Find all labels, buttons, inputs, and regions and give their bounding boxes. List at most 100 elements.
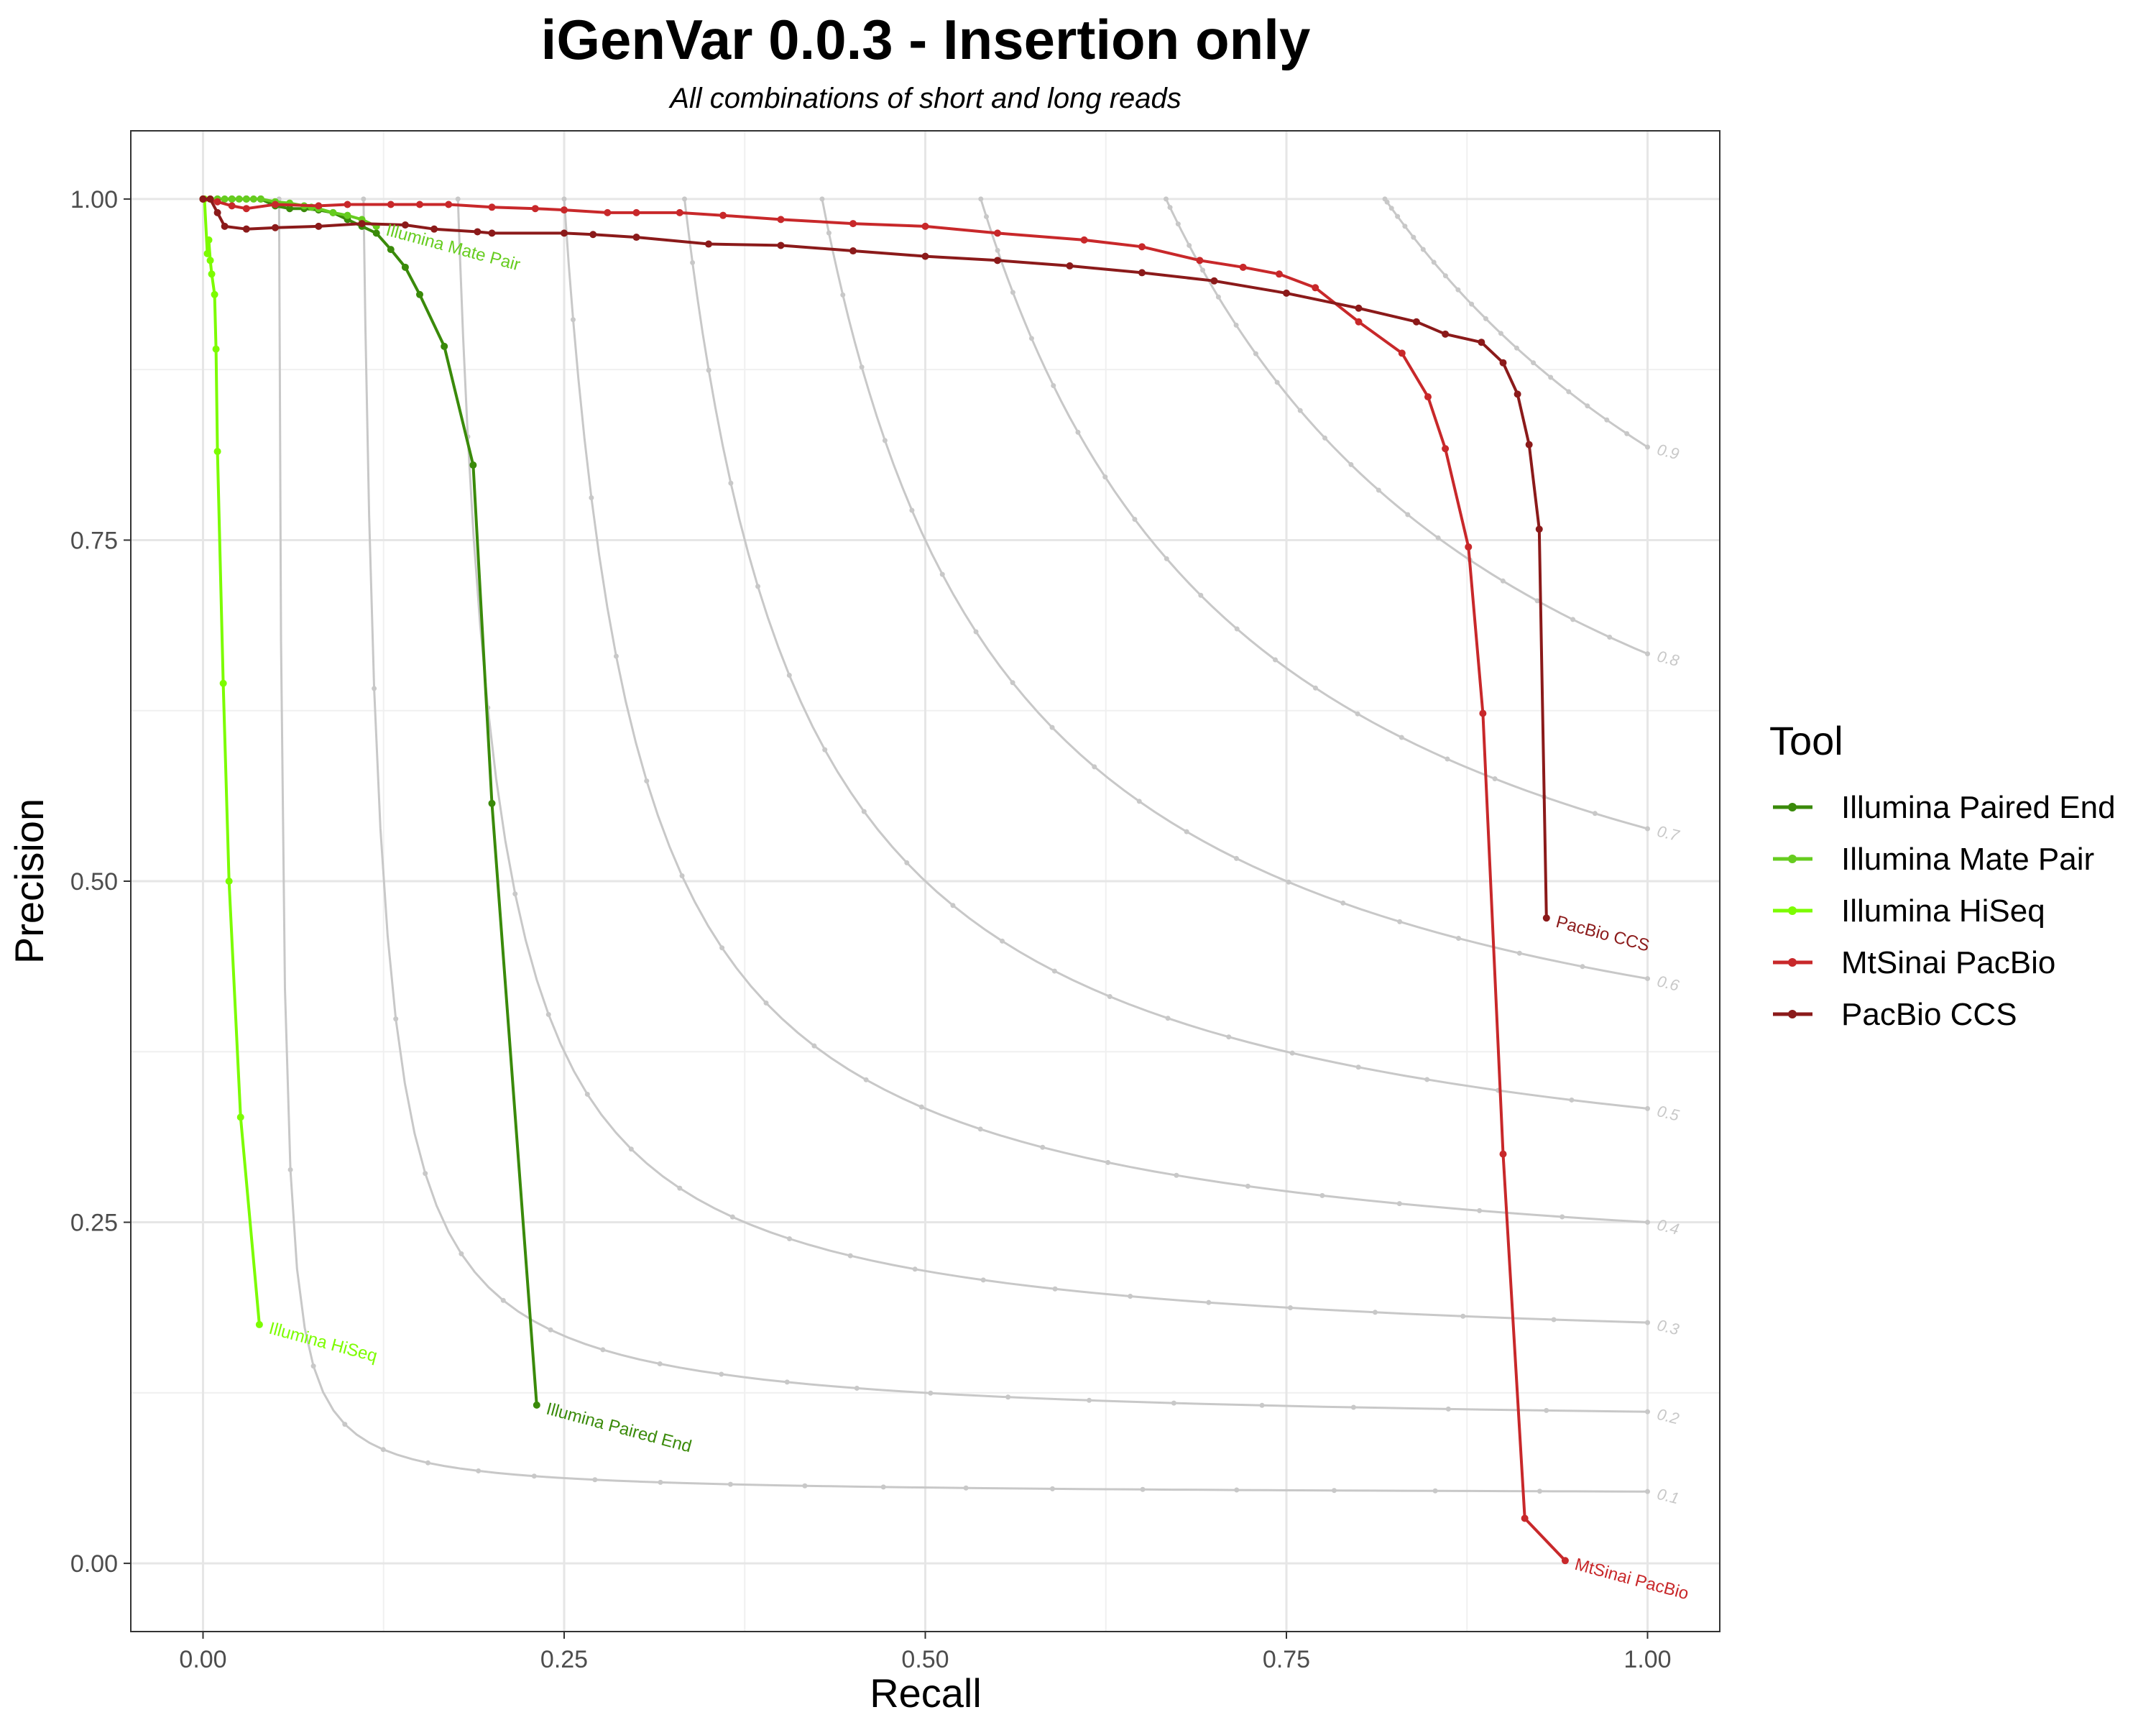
isoline-point bbox=[1102, 474, 1108, 480]
data-point-illumina-hiseq bbox=[255, 1320, 263, 1328]
isoline-point bbox=[1350, 1404, 1356, 1410]
isoline-point bbox=[1175, 221, 1181, 227]
isoline-point bbox=[1551, 1317, 1557, 1322]
data-point-mtsinai-pacbio bbox=[315, 202, 323, 210]
data-point-mtsinai-pacbio bbox=[488, 203, 496, 211]
isoline-point bbox=[1274, 380, 1280, 385]
isoline-point bbox=[1560, 1214, 1565, 1220]
isoline-point bbox=[755, 584, 761, 589]
isoline-point bbox=[1092, 764, 1097, 770]
legend-label-mtsinai-pacbio: MtSinai PacBio bbox=[1841, 945, 2055, 980]
y-tick-label: 0.75 bbox=[70, 527, 118, 554]
data-point-illumina-paired-end bbox=[387, 246, 395, 254]
series-line-mtsinai-pacbio bbox=[203, 197, 1567, 1562]
data-point-pacbio-ccs bbox=[1442, 330, 1450, 338]
isoline-point bbox=[1372, 1310, 1378, 1315]
data-point-pacbio-ccs bbox=[199, 195, 207, 203]
isoline-point bbox=[1171, 1400, 1176, 1406]
isoline-point bbox=[1498, 331, 1503, 336]
data-point-mtsinai-pacbio bbox=[1138, 243, 1146, 251]
isoline-point bbox=[811, 1043, 817, 1049]
data-point-illumina-mate-pair bbox=[221, 195, 229, 203]
isoline-point bbox=[1570, 617, 1576, 622]
isoline-point bbox=[950, 903, 956, 908]
data-point-pacbio-ccs bbox=[994, 257, 1001, 264]
data-point-illumina-mate-pair bbox=[235, 195, 243, 203]
data-point-illumina-mate-pair bbox=[344, 211, 351, 219]
data-point-pacbio-ccs bbox=[1542, 914, 1550, 922]
data-point-mtsinai-pacbio bbox=[1465, 543, 1473, 551]
isoline-point bbox=[1052, 1286, 1058, 1292]
isoline-point bbox=[822, 747, 828, 753]
data-point-mtsinai-pacbio bbox=[1355, 318, 1363, 326]
data-point-pacbio-ccs bbox=[1478, 339, 1485, 346]
isoline-point bbox=[1514, 345, 1519, 351]
isoline-point bbox=[658, 1479, 663, 1485]
y-tick-label: 0.50 bbox=[70, 868, 118, 896]
isoline-point bbox=[1132, 516, 1138, 522]
data-point-mtsinai-pacbio bbox=[228, 202, 236, 210]
isoline-point bbox=[1198, 592, 1204, 598]
isoline-point bbox=[786, 672, 792, 678]
data-point-pacbio-ccs bbox=[221, 222, 229, 230]
legend-key-point-pacbio-ccs bbox=[1788, 1010, 1797, 1018]
isoline-point bbox=[1424, 1077, 1430, 1082]
isoline-point bbox=[1286, 879, 1291, 885]
isoline-point bbox=[863, 1077, 869, 1082]
isoline-point bbox=[980, 1277, 986, 1283]
isoline-point bbox=[784, 1379, 790, 1385]
isoline-point bbox=[728, 480, 734, 486]
legend-label-illumina-paired-end: Illumina Paired End bbox=[1841, 790, 2116, 825]
isoline-point bbox=[1010, 290, 1015, 295]
isoline-point bbox=[939, 571, 945, 577]
isoline-point bbox=[1087, 1397, 1092, 1403]
data-point-mtsinai-pacbio bbox=[1479, 709, 1487, 717]
data-point-pacbio-ccs bbox=[1283, 289, 1290, 297]
data-point-illumina-paired-end bbox=[533, 1401, 540, 1409]
y-axis-ticks: 0.00 0.25 0.50 0.75 1.00 bbox=[70, 186, 131, 1578]
data-point-pacbio-ccs bbox=[474, 228, 482, 236]
isoline-point bbox=[584, 1091, 590, 1097]
isoline-point bbox=[1604, 417, 1610, 423]
isoline-point bbox=[1477, 1208, 1483, 1213]
data-point-pacbio-ccs bbox=[213, 208, 221, 216]
data-point-illumina-hiseq bbox=[208, 270, 216, 278]
isoline-point bbox=[719, 1371, 724, 1377]
data-point-mtsinai-pacbio bbox=[1080, 236, 1088, 244]
isoline-point bbox=[592, 1477, 598, 1483]
legend-key-point-illumina-hiseq bbox=[1788, 906, 1797, 915]
isoline-point bbox=[1531, 360, 1537, 366]
series-lines bbox=[199, 195, 1569, 1565]
isoline-point bbox=[1435, 535, 1441, 540]
isoline-point bbox=[1645, 1489, 1650, 1494]
isoline-point bbox=[545, 1011, 551, 1017]
isoline-point bbox=[706, 367, 711, 373]
legend-title: Tool bbox=[1769, 718, 1843, 763]
data-point-pacbio-ccs bbox=[1535, 525, 1543, 533]
isoline-point bbox=[459, 1251, 464, 1256]
isoline-point bbox=[1233, 322, 1239, 328]
isoline-point bbox=[1051, 968, 1057, 974]
data-point-pacbio-ccs bbox=[1066, 262, 1074, 270]
data-point-illumina-paired-end bbox=[469, 461, 477, 469]
isoline-point bbox=[928, 1390, 934, 1396]
data-point-pacbio-ccs bbox=[1499, 359, 1507, 367]
isoline-point bbox=[1049, 724, 1055, 730]
isoline-point bbox=[1000, 938, 1005, 944]
isoline-point bbox=[1348, 461, 1354, 467]
isoline-point bbox=[1167, 205, 1173, 211]
data-point-mtsinai-pacbio bbox=[1561, 1557, 1569, 1565]
data-point-pacbio-ccs bbox=[849, 247, 857, 255]
legend-label-illumina-hiseq: Illumina HiSeq bbox=[1841, 893, 2045, 929]
isoline-point bbox=[1469, 301, 1475, 307]
data-point-illumina-hiseq bbox=[225, 878, 233, 885]
isoline-point bbox=[1075, 429, 1081, 435]
data-point-pacbio-ccs bbox=[488, 229, 496, 237]
isoline-point bbox=[1500, 578, 1506, 584]
isoline-point bbox=[476, 1468, 482, 1473]
isoline-point bbox=[1544, 1407, 1549, 1413]
data-point-mtsinai-pacbio bbox=[1424, 393, 1432, 401]
isoline-point bbox=[425, 1460, 431, 1466]
isoline-point bbox=[1492, 776, 1498, 782]
data-point-pacbio-ccs bbox=[206, 195, 214, 203]
